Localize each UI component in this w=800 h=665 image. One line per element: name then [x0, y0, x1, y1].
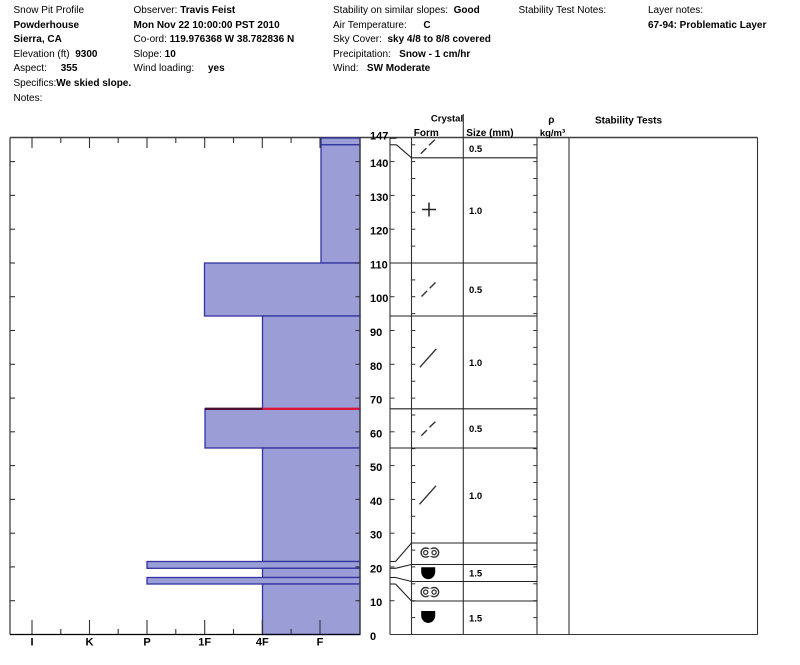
- svg-text:1.0: 1.0: [469, 358, 482, 369]
- svg-text:147: 147: [370, 131, 388, 143]
- svg-text:20: 20: [370, 563, 382, 575]
- svg-text:Form: Form: [414, 128, 439, 139]
- svg-text:10: 10: [370, 597, 382, 609]
- svg-text:4F: 4F: [256, 637, 269, 649]
- svg-text:0.5: 0.5: [469, 144, 483, 155]
- svg-text:0.5: 0.5: [469, 285, 483, 296]
- svg-text:1.0: 1.0: [469, 491, 482, 502]
- svg-text:F: F: [317, 637, 324, 649]
- svg-text:70: 70: [370, 395, 382, 407]
- svg-text:0.5: 0.5: [469, 424, 483, 435]
- svg-text:kg/m³: kg/m³: [540, 128, 565, 139]
- svg-text:120: 120: [370, 226, 388, 238]
- svg-text:80: 80: [370, 361, 382, 373]
- svg-text:Size (mm): Size (mm): [466, 128, 513, 139]
- svg-text:ρ: ρ: [548, 115, 554, 126]
- svg-text:140: 140: [370, 158, 388, 170]
- svg-text:30: 30: [370, 530, 382, 542]
- svg-text:60: 60: [370, 428, 382, 440]
- svg-text:Stability Tests: Stability Tests: [595, 116, 662, 127]
- svg-text:1.0: 1.0: [469, 206, 482, 217]
- svg-text:I: I: [30, 637, 33, 649]
- svg-text:50: 50: [370, 462, 382, 474]
- svg-text:40: 40: [370, 496, 382, 508]
- svg-text:K: K: [86, 637, 94, 649]
- svg-text:1.5: 1.5: [469, 569, 483, 580]
- svg-text:110: 110: [370, 260, 388, 272]
- svg-text:100: 100: [370, 293, 388, 305]
- svg-text:0: 0: [370, 631, 376, 643]
- svg-text:1F: 1F: [198, 637, 211, 649]
- svg-text:Crystal: Crystal: [431, 114, 463, 125]
- svg-text:130: 130: [370, 192, 388, 204]
- svg-text:1.5: 1.5: [469, 614, 483, 625]
- svg-text:P: P: [143, 637, 150, 649]
- svg-text:90: 90: [370, 327, 382, 339]
